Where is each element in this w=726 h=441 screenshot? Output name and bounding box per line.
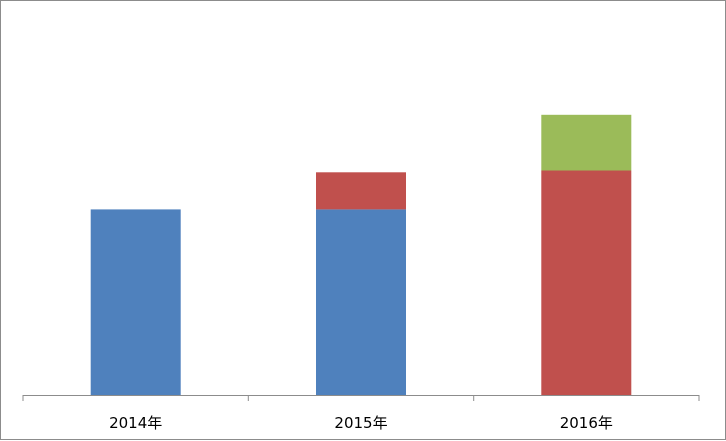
bar-segment-2016年-series-2 xyxy=(541,170,632,395)
bar-segment-2016年-series-3 xyxy=(541,114,632,171)
x-axis xyxy=(22,395,700,401)
bar-segment-2015年-series-2 xyxy=(316,172,406,210)
x-tick-label: 2014年 xyxy=(109,414,162,432)
x-tick-label: 2016年 xyxy=(560,414,613,432)
bars-layer xyxy=(90,114,632,395)
bar-segment-2014年-series-1 xyxy=(90,209,181,395)
x-tick-labels: 2014年 2015年 2016年 xyxy=(109,414,613,432)
bar-segment-2015年-series-1 xyxy=(316,209,406,395)
x-tick-label: 2015年 xyxy=(334,414,387,432)
